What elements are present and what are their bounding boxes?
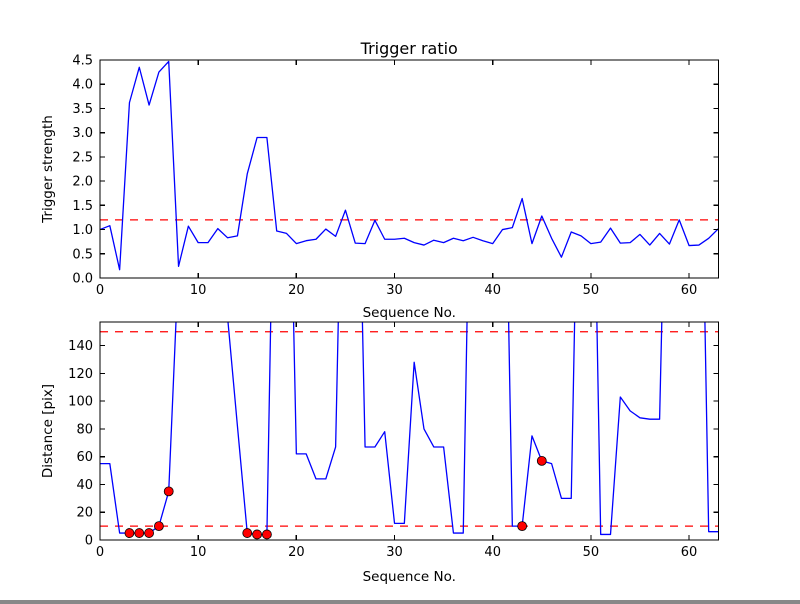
- x-tick-label: 20: [288, 545, 305, 560]
- y-tick-label: 4.5: [72, 54, 93, 69]
- event-marker: [261, 529, 272, 540]
- x-axis-label: Sequence No.: [363, 569, 456, 585]
- y-axis-label: Trigger strength: [40, 115, 56, 224]
- y-tick-label: 2.5: [72, 150, 93, 165]
- x-tick-label: 30: [386, 545, 403, 560]
- event-marker: [134, 528, 145, 538]
- axes-spines: [99, 321, 720, 541]
- event-marker: [536, 455, 547, 466]
- distance-line: [100, 322, 719, 536]
- y-tick-label: 1.0: [72, 223, 93, 238]
- chart-title: Trigger ratio: [360, 39, 458, 58]
- x-tick-label: 50: [583, 545, 600, 560]
- y-tick-label: 0.5: [72, 247, 93, 262]
- y-tick-label: 1.5: [72, 199, 93, 214]
- subplot-distance: 0 10 20 30 40 50 60 0 20 40 60 80 100 120 140 Sequence …: [40, 321, 720, 585]
- y-tick-label: 140: [68, 339, 93, 354]
- event-marker: [144, 528, 154, 538]
- y-tick-label: 20: [76, 506, 93, 521]
- y-tick-label: 60: [76, 450, 93, 465]
- y-tick-label: 0.0: [72, 272, 93, 287]
- x-tick-label: 60: [681, 283, 698, 298]
- event-marker: [124, 528, 135, 538]
- event-marker: [154, 521, 164, 532]
- x-tick-label: 10: [190, 545, 207, 560]
- x-tick-label: 0: [96, 283, 104, 298]
- event-marker: [517, 521, 528, 532]
- x-tick-label: 30: [386, 283, 403, 298]
- x-tick-label: 0: [96, 545, 104, 560]
- x-tick-label: 10: [190, 283, 207, 298]
- x-tick-label: 60: [681, 545, 698, 560]
- y-tick-label: 4.0: [72, 78, 93, 93]
- event-marker: [252, 529, 262, 540]
- x-tick-label: 40: [484, 545, 501, 560]
- y-tick-label: 3.0: [72, 126, 93, 141]
- trigger-strength-line: [100, 60, 719, 271]
- y-tick-label: 2.0: [72, 175, 93, 190]
- event-marker: [242, 528, 253, 538]
- x-tick-label: 40: [484, 283, 501, 298]
- event-marker: [163, 486, 174, 497]
- y-tick-label: 40: [76, 478, 93, 493]
- axes-spines: [99, 59, 720, 279]
- y-tick-label: 120: [68, 367, 93, 382]
- x-tick-label: 50: [583, 283, 600, 298]
- y-tick-label: 100: [68, 395, 93, 410]
- y-tick-label: 80: [76, 422, 93, 437]
- x-axis-label: Sequence No.: [363, 305, 456, 321]
- y-axis-label: Distance [pix]: [40, 384, 56, 478]
- subplot-trigger-strength: 0 10 20 30 40 50 60 0.0 0.5 1.0 1.5 2.0 2.5 3.0 3.5 4.0…: [40, 39, 720, 321]
- y-tick-label: 0: [85, 534, 93, 549]
- y-tick-label: 3.5: [72, 102, 93, 117]
- x-tick-label: 20: [288, 283, 305, 298]
